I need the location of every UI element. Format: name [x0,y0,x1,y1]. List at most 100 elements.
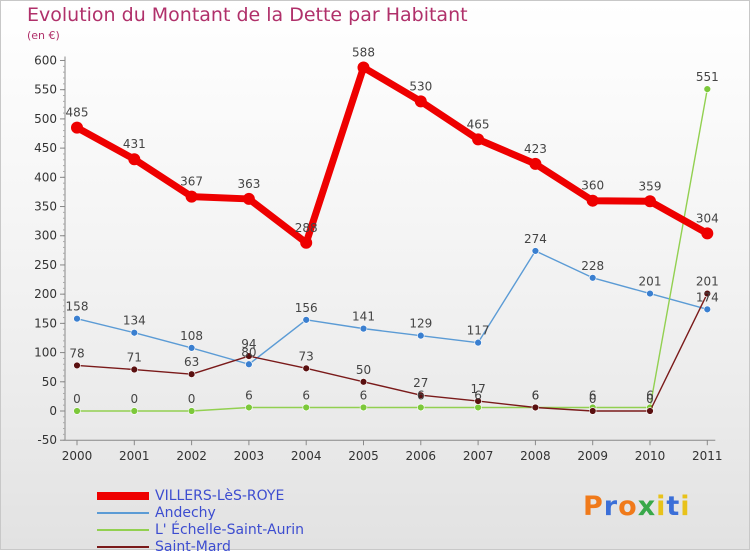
y-tick-label: 450 [34,141,57,155]
data-label: 201 [696,275,719,289]
x-tick-label: 2011 [692,449,723,463]
data-label: 6 [245,388,253,402]
data-point [417,391,425,399]
data-point [359,324,368,333]
series-line [76,88,708,412]
legend-label: Saint-Mard [155,538,231,555]
data-labels: 485 431 367 363 288 588 530 465 423 360 359 304 158 1… [66,45,719,406]
data-label: 274 [524,232,547,246]
data-point [644,195,656,208]
series-line [76,250,708,365]
series-line [76,292,708,412]
legend-swatch-villers [97,491,149,500]
data-point [531,403,540,412]
chart-title: Evolution du Montant de la Dette par Hab… [27,4,468,26]
data-point [474,338,482,347]
data-point [703,289,711,298]
data-point [73,361,81,370]
data-label: 6 [532,388,540,402]
data-label: 6 [474,388,482,402]
data-label: 158 [66,300,89,314]
data-point [417,403,425,412]
data-point [130,407,139,415]
y-tick-label: 300 [34,229,57,243]
logo-letter: o [618,491,638,522]
x-tick-label: 2002 [176,449,207,463]
data-label: 129 [409,317,432,331]
data-point [73,314,81,323]
data-label: 0 [188,392,196,406]
y-tick-label: 350 [34,200,57,214]
data-label: 134 [123,314,146,328]
data-point [703,305,711,314]
data-label: 108 [180,329,203,343]
proxiti-logo: Proxiti [583,491,691,522]
data-point [300,236,313,249]
legend-item: VILLERS-LèS-ROYE [97,487,304,504]
legend-label: VILLERS-LèS-ROYE [155,487,285,504]
data-point [245,403,253,412]
x-tick-label: 2001 [119,449,150,463]
y-tick-label: 250 [34,258,57,272]
data-point [73,407,81,415]
x-tick-label: 2008 [520,449,551,463]
data-label: 359 [639,179,662,193]
data-label: 0 [589,392,597,406]
data-point [531,247,540,255]
data-label: 78 [69,346,84,360]
data-label: 63 [184,355,199,369]
logo-letter: P [583,491,604,522]
data-point [245,352,253,360]
data-point [588,407,597,415]
legend-item: Andechy [97,504,304,521]
logo-letter: x [637,491,657,522]
data-label: 80 [241,345,256,359]
x-tick-label: 2003 [234,449,265,463]
legend-swatch-saint-mard [97,545,149,548]
data-label: 228 [581,259,604,273]
x-tick-label: 2010 [635,449,666,463]
data-point [302,403,310,412]
data-point [586,194,599,207]
data-point [185,190,198,203]
data-point [646,289,654,298]
x-tick-label: 2009 [577,449,608,463]
y-tick-label: 150 [34,316,57,330]
data-label: 141 [352,310,375,324]
data-label: 360 [581,179,604,193]
data-point [474,403,482,412]
data-label: 71 [127,351,142,365]
data-point [359,378,368,386]
y-tick-label: 550 [34,83,57,97]
data-label: 588 [352,45,375,59]
data-point [646,407,654,415]
data-point [701,227,714,240]
series-line [73,63,711,247]
y-tick-label: 600 [34,53,57,67]
data-label: 367 [180,175,203,189]
data-point [417,331,425,340]
data-point [359,403,368,412]
data-label: 423 [524,142,547,156]
data-point [414,95,427,108]
legend-label: Andechy [155,504,216,521]
data-label: 288 [295,221,318,235]
data-point [130,365,139,374]
logo-letter: i [680,491,691,522]
data-label: 94 [241,337,256,351]
data-label: 485 [66,106,89,120]
legend: VILLERS-LèS-ROYE Andechy L' Échelle-Sain… [97,487,304,555]
data-point [245,360,253,368]
data-point [130,329,139,337]
data-point [128,153,141,166]
x-tick-label: 2000 [62,449,93,463]
data-point [588,274,597,282]
data-point [242,192,255,205]
data-label: 6 [360,388,368,402]
data-point [187,407,196,415]
y-tick-label: 500 [34,112,57,126]
data-label: 0 [646,392,654,406]
data-point [302,316,310,324]
